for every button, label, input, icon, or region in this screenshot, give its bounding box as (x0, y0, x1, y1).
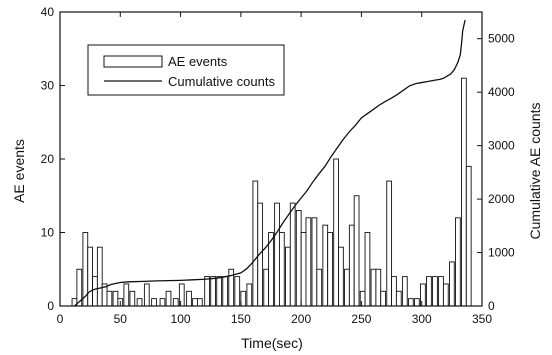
x-tick-label: 250 (351, 312, 371, 326)
ae-event-bar (432, 276, 438, 307)
ae-event-bar (263, 268, 270, 307)
cumulative-counts-line-layer (74, 19, 466, 307)
ae-event-bar (401, 276, 408, 307)
x-tick-label: 0 (57, 312, 64, 326)
ae-event-bar (375, 268, 382, 307)
ae-event-bar (186, 290, 192, 307)
ae-event-bar (338, 246, 344, 307)
ae-event-bar (278, 232, 285, 307)
ae-event-bar (300, 232, 307, 307)
x-tick-label: 50 (114, 312, 128, 326)
ae-event-bar (348, 224, 355, 307)
ae-event-bar (222, 276, 229, 307)
ae-event-bar (204, 276, 210, 307)
y2-tick-label: 3000 (488, 139, 515, 153)
ae-event-bar (461, 77, 467, 307)
ae-event-bar (311, 217, 318, 307)
ae-event-bar (151, 298, 157, 307)
ae-event-bar (344, 268, 350, 307)
ae-event-bar (123, 283, 130, 307)
y-tick-label: 20 (41, 152, 55, 166)
x-axis-title: Time(sec) (241, 335, 303, 351)
ae-event-bar (465, 165, 472, 307)
ae-event-bar (327, 232, 333, 307)
ae-event-bar (438, 276, 444, 307)
x-tick-label: 200 (291, 312, 311, 326)
ae-event-bar (353, 195, 360, 307)
ae-event-bar (442, 283, 449, 307)
y2-axis-title: Cumulative AE counts (527, 103, 543, 240)
ae-event-bar (408, 298, 414, 307)
ae-event-bar (240, 290, 247, 307)
y2-axis-ticks: 0 1000 2000 3000 4000 5000 (477, 32, 515, 313)
y-axis-ticks: 0 10 20 30 40 (41, 5, 65, 313)
ae-event-bar (234, 276, 241, 307)
ae-event-bar (210, 276, 216, 307)
ae-event-bar (289, 202, 296, 307)
ae-event-bar (159, 298, 166, 307)
x-tick-label: 100 (171, 312, 191, 326)
ae-event-bar (305, 217, 312, 307)
y-tick-label: 40 (41, 5, 55, 19)
ae-event-bar (252, 180, 259, 307)
x-tick-label: 300 (412, 312, 432, 326)
ae-event-bar (395, 290, 402, 307)
cumulative-counts-line (74, 19, 466, 307)
ae-event-bar (87, 246, 94, 307)
legend-label-cumulative-counts: Cumulative counts (168, 74, 275, 89)
ae-event-bar (246, 283, 253, 307)
ae-event-bar (370, 268, 377, 307)
y2-tick-label: 2000 (488, 192, 515, 206)
ae-event-bar (322, 224, 329, 307)
ae-event-bar (426, 276, 432, 307)
ae-event-bar (285, 246, 291, 307)
ae-event-bar (106, 290, 113, 307)
ae-event-bar (414, 298, 420, 307)
ae-event-bar (129, 290, 136, 307)
legend: AE events Cumulative counts (87, 44, 285, 96)
y2-tick-label: 5000 (488, 32, 515, 46)
ae-event-bar (380, 290, 386, 307)
legend-label-ae-events: AE events (168, 54, 228, 69)
ae-events-bars (71, 77, 472, 307)
x-tick-label: 150 (231, 312, 251, 326)
x-tick-label: 350 (472, 312, 492, 326)
ae-event-bar (391, 276, 397, 307)
ae-event-bar (295, 209, 302, 307)
ae-event-bar (92, 276, 98, 307)
ae-event-bar (274, 202, 280, 307)
y2-tick-label: 4000 (488, 85, 515, 99)
ae-event-bar (112, 290, 119, 307)
ae-event-bar (172, 298, 179, 307)
y-axis-title: AE events (11, 139, 27, 203)
legend-bar-swatch (103, 55, 163, 68)
y-tick-label: 30 (41, 79, 55, 93)
ae-event-bar (136, 298, 143, 307)
ae-event-bar (364, 232, 371, 307)
ae-event-bar (216, 276, 223, 307)
ae-event-bar (196, 298, 203, 307)
ae-event-bar (449, 261, 455, 307)
ae-event-bar (96, 246, 103, 307)
ae-event-bar (143, 283, 150, 307)
ae-event-bar (192, 298, 198, 307)
y2-tick-label: 1000 (488, 246, 515, 260)
y-tick-label: 0 (47, 299, 54, 313)
legend-box (87, 44, 285, 96)
ae-event-bar (316, 268, 323, 307)
y-tick-label: 10 (41, 226, 55, 240)
ae-event-bar (455, 217, 461, 307)
ae-event-bar (165, 290, 172, 307)
ae-event-bar (333, 158, 339, 307)
y2-tick-label: 0 (488, 299, 495, 313)
ae-event-bar (386, 180, 393, 307)
x-axis-ticks: 0 50 100 150 200 250 300 350 (57, 12, 492, 326)
